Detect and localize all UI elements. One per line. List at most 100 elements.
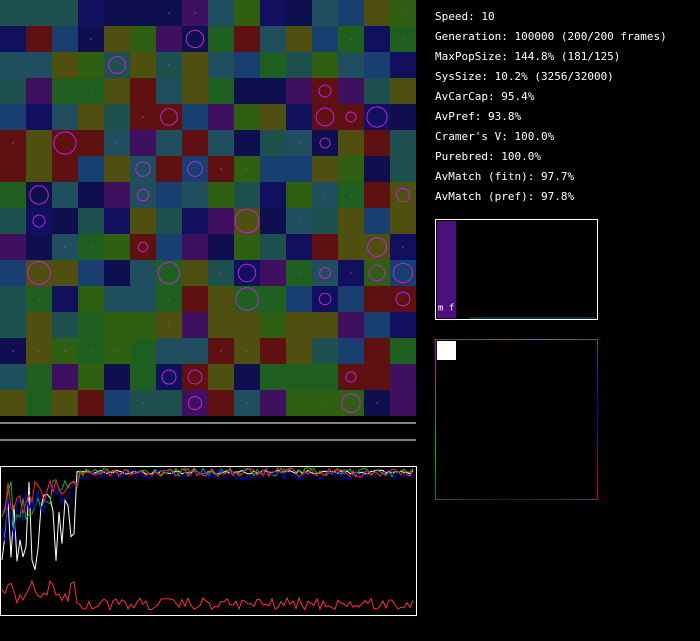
grid-cell: [130, 312, 156, 338]
grid-cell: [286, 390, 312, 416]
grid-cell: [312, 156, 338, 182]
grid-cell: [26, 364, 52, 390]
grid-cell: [0, 52, 26, 78]
grid-cell: [338, 234, 364, 260]
grid-cell: [182, 312, 208, 338]
agent: [136, 188, 150, 202]
grid-cell: [234, 208, 260, 234]
agent-dot: [246, 402, 248, 404]
history-plot-frame: [0, 466, 417, 616]
agent-dot: [38, 350, 40, 352]
grid-cell: [0, 26, 26, 52]
grid-cell: [338, 312, 364, 338]
grid-cell: [130, 26, 156, 52]
agent: [319, 137, 331, 149]
grid-cell: [312, 78, 338, 104]
agent: [108, 56, 126, 74]
grid-cell: [286, 52, 312, 78]
grid-cell: [182, 52, 208, 78]
grid-cell: [0, 182, 26, 208]
grid-cell: [156, 156, 182, 182]
stat-line: AvCarCap: 95.4%: [435, 90, 535, 103]
grid-cell: [390, 104, 416, 130]
grid-cell: [130, 234, 156, 260]
grid-cell: [156, 78, 182, 104]
grid-cell: [364, 78, 390, 104]
agent: [237, 263, 257, 283]
grid-cell: [104, 104, 130, 130]
grid-cell: [156, 182, 182, 208]
grid-cell: [286, 182, 312, 208]
grid-cell: [104, 286, 130, 312]
grid-cell: [234, 78, 260, 104]
grid-cell: [26, 182, 52, 208]
agent-dot: [12, 350, 14, 352]
agent-dot: [194, 12, 196, 14]
world-grid: [0, 0, 416, 416]
stat-line: AvMatch (pref): 97.8%: [435, 190, 574, 203]
grid-cell: [182, 208, 208, 234]
histogram-label: m f: [438, 304, 454, 314]
grid-cell: [208, 130, 234, 156]
grid-cell: [130, 52, 156, 78]
grid-cell: [312, 208, 338, 234]
grid-cell: [130, 338, 156, 364]
grid-cell: [286, 78, 312, 104]
grid-cell: [156, 26, 182, 52]
agent-dot: [168, 12, 170, 14]
grid-cell: [52, 0, 78, 26]
agent-dot: [90, 90, 92, 92]
agent-dot: [298, 142, 300, 144]
stat-line: Cramer's V: 100.0%: [435, 130, 555, 143]
grid-cell: [260, 312, 286, 338]
grid-cell: [52, 26, 78, 52]
grid-cell: [130, 0, 156, 26]
grid-cell: [208, 312, 234, 338]
grid-cell: [312, 338, 338, 364]
grid-cell: [234, 286, 260, 312]
grid-cell: [182, 156, 208, 182]
grid-cell: [390, 156, 416, 182]
grid-cell: [234, 364, 260, 390]
grid-cell: [390, 52, 416, 78]
history-line: [1, 466, 414, 516]
grid-cell: [156, 338, 182, 364]
grid-cell: [234, 312, 260, 338]
grid-cell: [78, 390, 104, 416]
grid-cell: [260, 130, 286, 156]
grid-cell: [182, 130, 208, 156]
grid-cell: [260, 104, 286, 130]
grid-cell: [52, 182, 78, 208]
agent-dot: [376, 402, 378, 404]
agent-dot: [168, 324, 170, 326]
grid-cell: [52, 364, 78, 390]
grid-cell: [78, 104, 104, 130]
grid-cell: [260, 26, 286, 52]
grid-cell: [260, 390, 286, 416]
agent: [392, 262, 414, 284]
grid-cell: [390, 390, 416, 416]
grid-cell: [78, 260, 104, 286]
grid-cell: [182, 234, 208, 260]
stat-line: Generation: 100000 (200/200 frames): [435, 30, 667, 43]
grid-cell: [78, 156, 104, 182]
grid-cell: [208, 208, 234, 234]
grid-cell: [52, 260, 78, 286]
agent: [341, 393, 361, 413]
grid-cell: [312, 286, 338, 312]
stat-line: AvMatch (fitn): 97.7%: [435, 170, 574, 183]
agent: [368, 264, 386, 282]
grid-cell: [208, 78, 234, 104]
grid-cell: [208, 286, 234, 312]
grid-cell: [0, 286, 26, 312]
agent-dot: [90, 350, 92, 352]
agent-dot: [324, 194, 326, 196]
grid-cell: [0, 234, 26, 260]
grid-cell: [104, 52, 130, 78]
grid-cell: [390, 78, 416, 104]
grid-cell: [130, 286, 156, 312]
stat-line: Purebred: 100.0%: [435, 150, 541, 163]
grid-cell: [260, 208, 286, 234]
agent: [160, 108, 178, 126]
grid-cell: [52, 130, 78, 156]
